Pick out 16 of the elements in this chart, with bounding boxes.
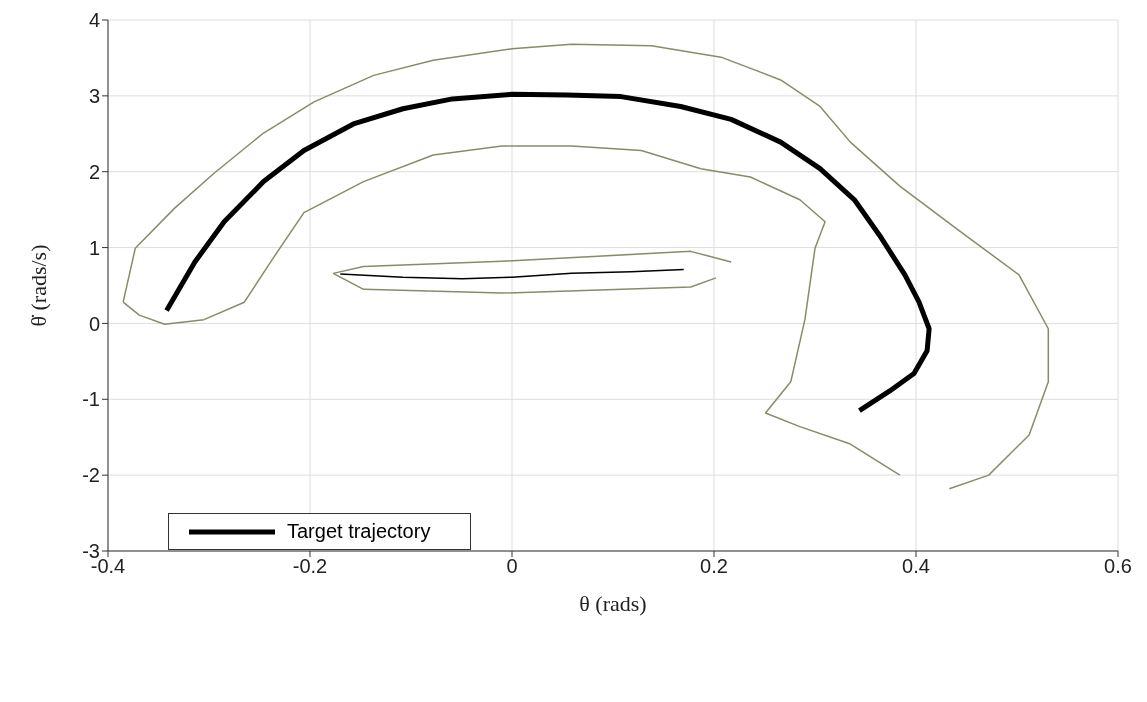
line-series	[339, 268, 685, 280]
y-axis-title: θ̇ (rads/s)	[25, 244, 51, 327]
y-tick-label: -1	[82, 388, 100, 411]
x-tick-label: 0.4	[902, 555, 930, 578]
y-tick-label: 0	[88, 312, 100, 335]
legend-label: Target trajectory	[287, 520, 431, 543]
y-tick-label: 2	[88, 160, 100, 183]
y-tick-label: 1	[88, 236, 100, 259]
x-tick-label: 0.6	[1104, 555, 1132, 578]
x-tick-label: 0.2	[700, 555, 728, 578]
y-tick-label: 4	[88, 9, 100, 32]
x-tick-label: 0	[506, 555, 518, 578]
x-axis-title: θ (rads)	[579, 591, 647, 616]
y-tick-label: 3	[88, 84, 100, 107]
y-tick-label: -2	[82, 464, 100, 487]
x-tick-label: -0.2	[292, 555, 328, 578]
